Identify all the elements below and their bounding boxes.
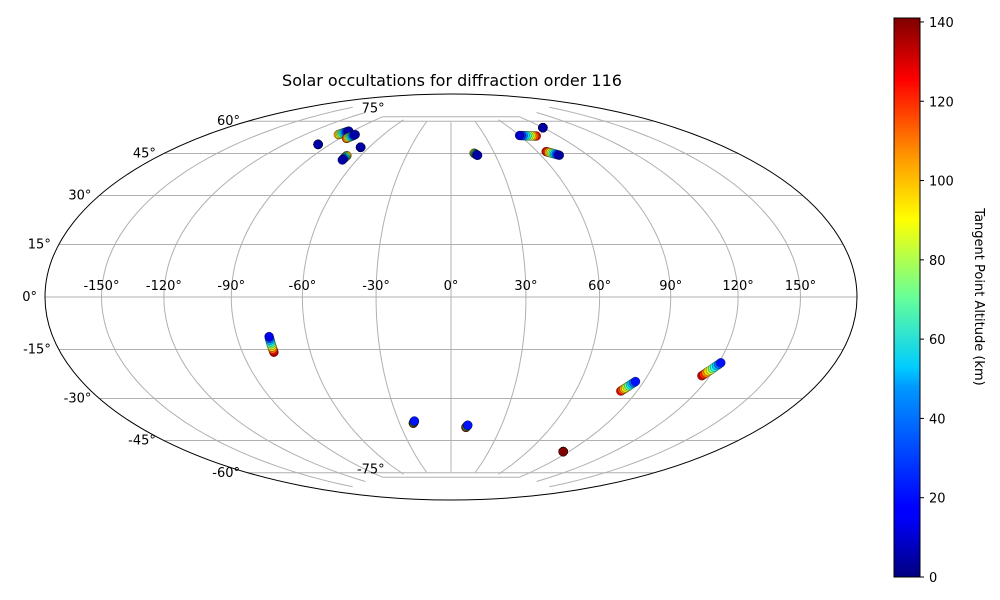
x-tick-label: -90° (217, 279, 245, 294)
y-tick-label: 15° (28, 237, 51, 252)
occultation-point (355, 142, 366, 152)
occultation-point (514, 130, 525, 141)
colorbar-tick-label: 0 (929, 571, 937, 586)
y-tick-label: 30° (68, 189, 91, 204)
colorbar-ticks: 0 20 40 60 80 100 120 140 (920, 16, 954, 586)
occultation-point (472, 150, 483, 160)
x-tick-label: 30° (514, 279, 537, 294)
y-tick-label: -60° (212, 466, 240, 481)
latitude-tick-labels: -75° -60° -45° -30° -15° 0° 15° 30° 45° 60° 75° (22, 102, 384, 481)
x-tick-label: -150° (83, 279, 119, 294)
occultation-point (350, 129, 360, 140)
x-tick-label: 90° (659, 279, 682, 294)
occultation-points (264, 123, 726, 457)
colorbar-tick-label: 140 (929, 16, 954, 31)
occultation-point (463, 420, 473, 430)
x-tick-label: -30° (362, 279, 390, 294)
colorbar-tick-label: 80 (929, 254, 946, 269)
occultation-point (554, 150, 564, 160)
x-tick-label: 150° (785, 279, 816, 294)
x-tick-label: 120° (722, 279, 753, 294)
y-tick-label: -75° (357, 462, 385, 477)
x-tick-label: 0° (444, 279, 459, 294)
colorbar-tick-label: 100 (929, 175, 954, 190)
colorbar-tick-label: 60 (929, 333, 946, 348)
y-tick-label: -45° (128, 434, 156, 449)
y-tick-label: -30° (64, 392, 92, 407)
occultation-point (313, 139, 323, 150)
colorbar (893, 17, 921, 578)
x-tick-label: -120° (146, 279, 182, 294)
x-tick-label: -60° (289, 279, 317, 294)
x-tick-label: 60° (588, 279, 611, 294)
y-tick-label: 75° (362, 102, 385, 117)
y-tick-label: 60° (217, 114, 240, 129)
y-tick-label: -15° (23, 343, 51, 358)
map-boundary (44, 93, 858, 501)
chart-title: Solar occultations for diffraction order… (282, 71, 622, 90)
occultation-point (716, 358, 726, 368)
occultation-point (409, 416, 420, 426)
colorbar-tick-label: 20 (929, 492, 946, 507)
occultation-point (337, 155, 347, 165)
y-tick-label: 0° (22, 290, 37, 305)
map-gridlines (45, 106, 857, 488)
y-tick-label: 45° (133, 146, 156, 161)
occultation-point (558, 446, 568, 457)
occultation-point (538, 123, 548, 133)
colorbar-label: Tangent Point Altitude (km) (971, 207, 986, 385)
colorbar-tick-label: 120 (929, 95, 954, 110)
occultation-point (264, 331, 274, 342)
occultation-point (630, 376, 641, 387)
longitude-tick-labels: -150° -120° -90° -60° -30° 0° 30° 60° 90° 120° 150… (83, 279, 816, 294)
colorbar-tick-label: 40 (929, 412, 946, 427)
